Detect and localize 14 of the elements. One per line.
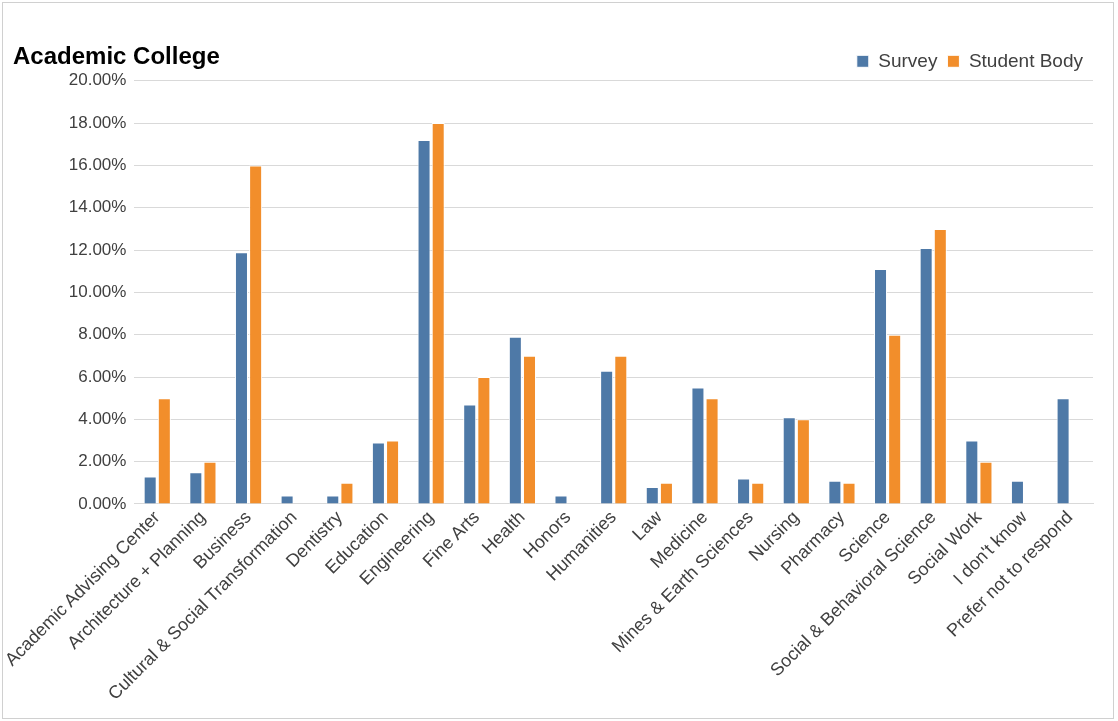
- y-tick-label: 6.00%: [78, 366, 127, 386]
- y-tick-label: 12.00%: [68, 239, 127, 259]
- y-tick-label: 8.00%: [78, 324, 127, 344]
- legend-label: Student Body: [968, 49, 1084, 71]
- y-tick-label: 14.00%: [68, 197, 127, 217]
- y-tick-label: 20.00%: [68, 70, 127, 90]
- y-tick-label: 2.00%: [78, 451, 127, 471]
- legend-label: Survey: [878, 49, 938, 71]
- y-tick-label: 0.00%: [78, 493, 127, 513]
- y-tick-label: 10.00%: [68, 282, 127, 302]
- chart-title: Academic College: [13, 42, 220, 70]
- y-tick-label: 18.00%: [68, 112, 127, 132]
- y-tick-label: 4.00%: [78, 409, 127, 429]
- y-tick-label: 16.00%: [68, 155, 127, 175]
